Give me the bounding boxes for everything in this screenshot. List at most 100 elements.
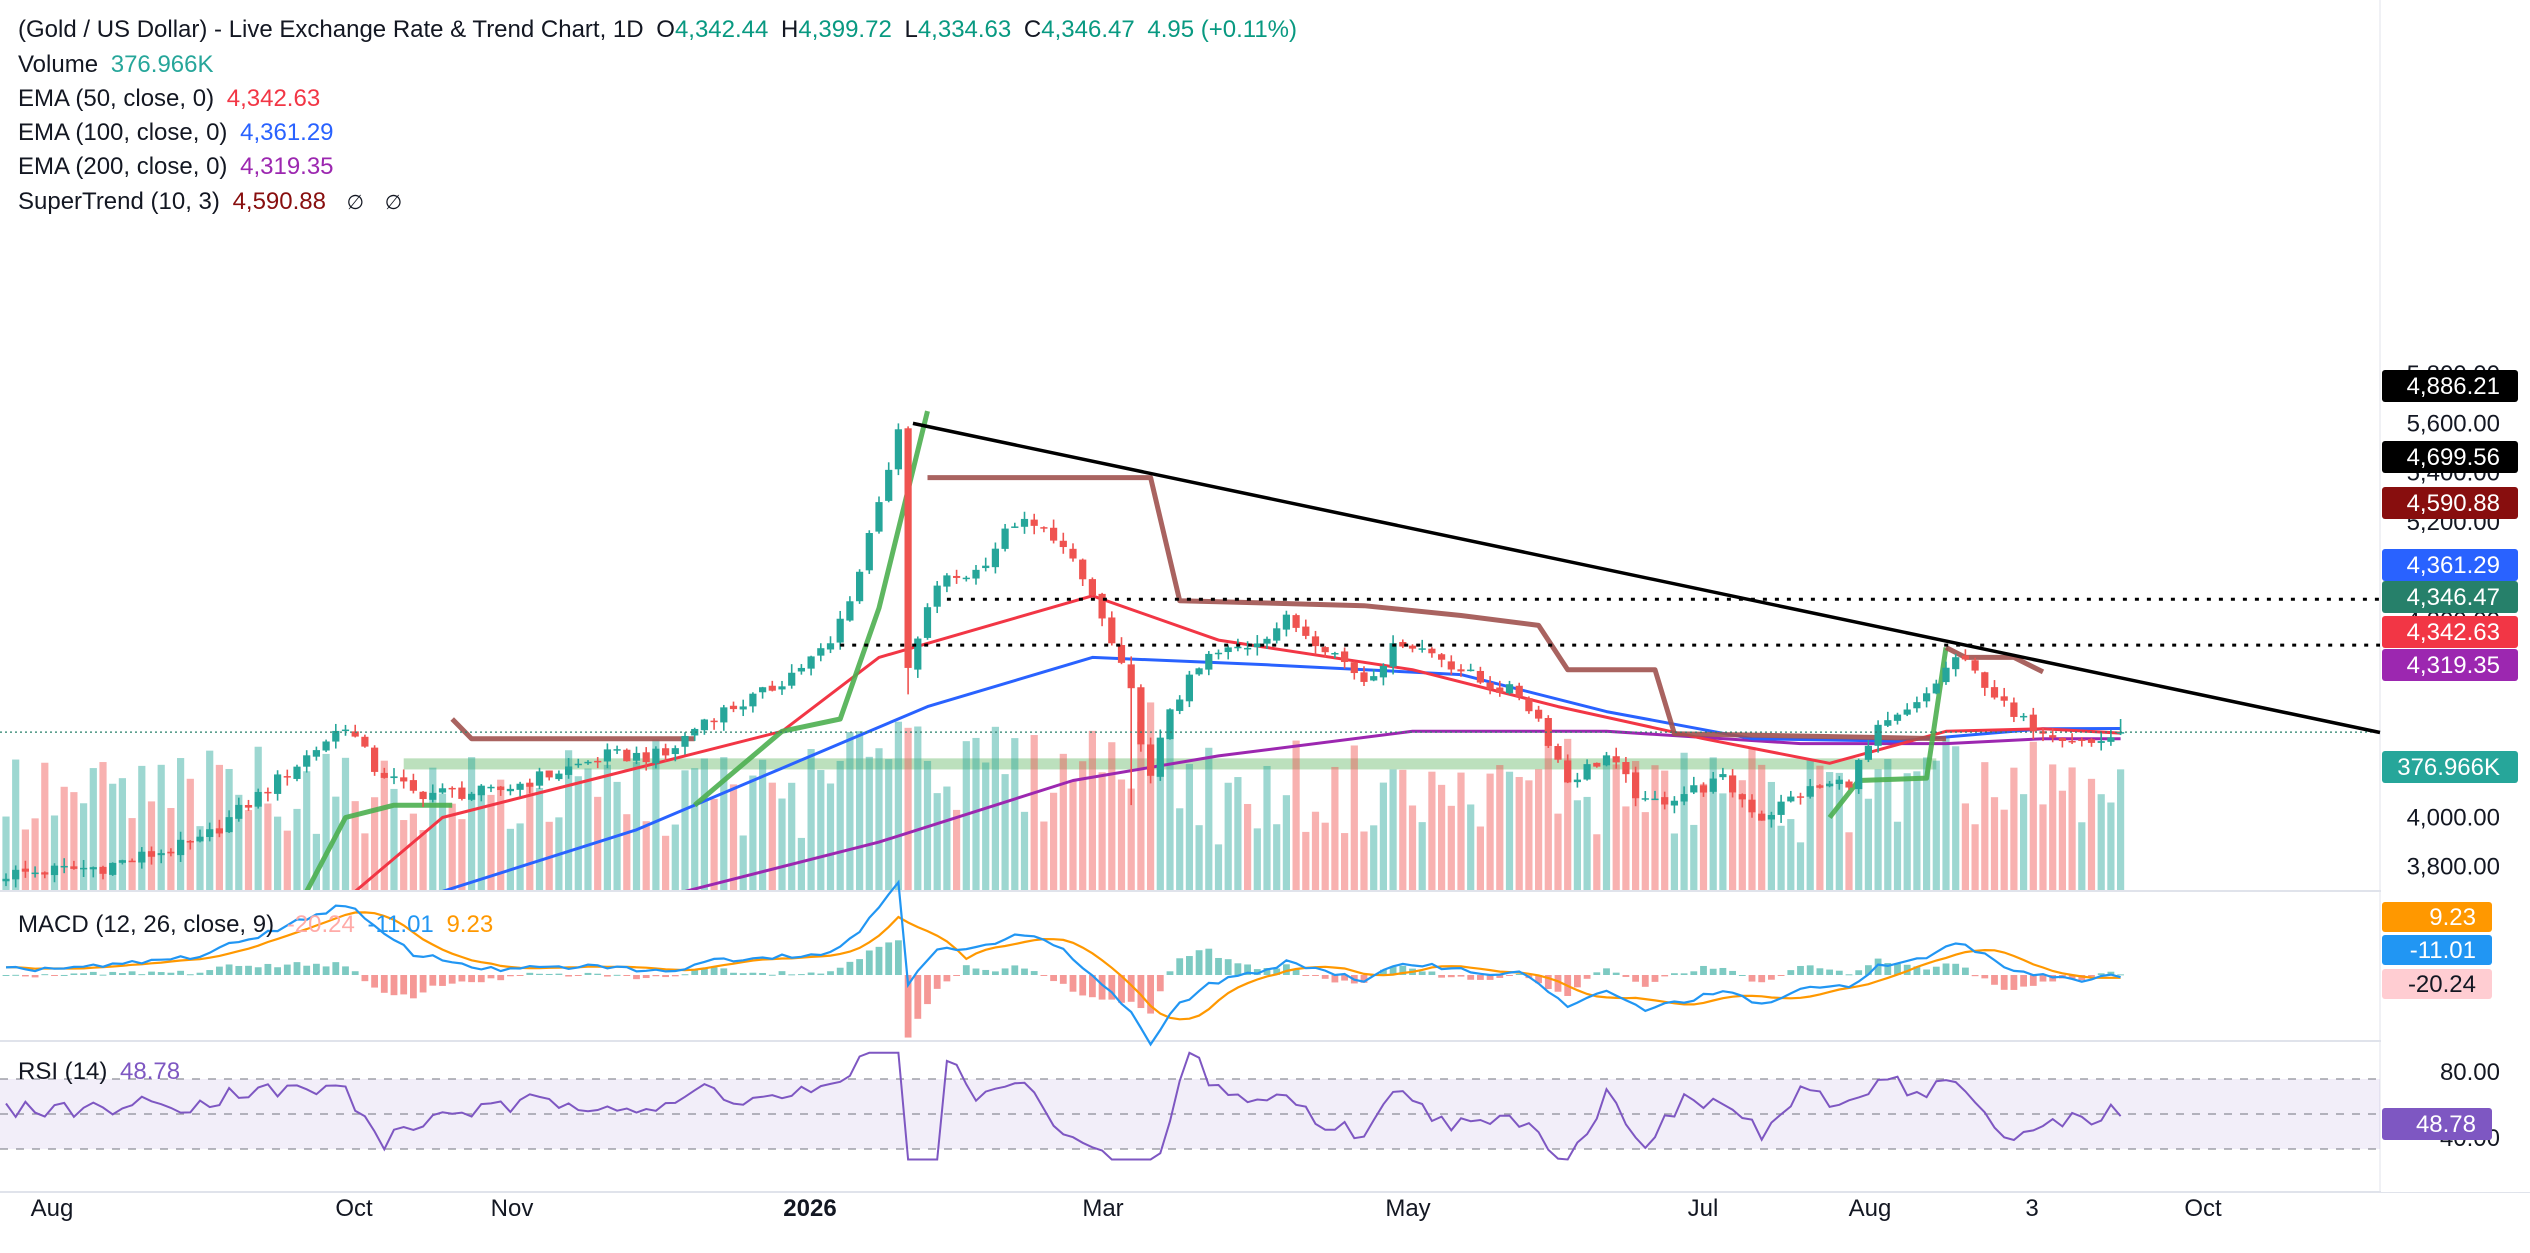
macd-legend[interactable]: MACD (12, 26, close, 9) -20.24 -11.01 9.… bbox=[18, 911, 499, 939]
descending-trendline[interactable] bbox=[912, 421, 2381, 735]
price-tag[interactable]: 376.966K bbox=[2382, 751, 2518, 783]
supertrend-bear-segment bbox=[1944, 645, 2045, 675]
candle-body bbox=[380, 772, 388, 778]
macd-histogram-bar bbox=[846, 961, 854, 975]
macd-histogram-bar bbox=[1554, 975, 1562, 992]
ema200-legend[interactable]: EMA (200, close, 0) 4,319.35 bbox=[18, 153, 340, 181]
ema100-legend[interactable]: EMA (100, close, 0) 4,361.29 bbox=[18, 119, 340, 147]
eye-off-icon[interactable]: ∅ bbox=[346, 192, 365, 214]
volume-bar bbox=[885, 759, 893, 890]
candle-body bbox=[1913, 702, 1921, 709]
candle-body bbox=[283, 776, 291, 778]
candle-body bbox=[2078, 739, 2086, 741]
low-value: 4,334.63 bbox=[917, 16, 1012, 43]
candle-body bbox=[50, 865, 59, 876]
macd-histogram-bar bbox=[1059, 975, 1067, 984]
macd-histogram-bar bbox=[109, 971, 117, 975]
macd-tag[interactable]: -11.01 bbox=[2382, 935, 2492, 965]
macd-histogram-bar bbox=[1118, 975, 1125, 1003]
macd-histogram-bar bbox=[1389, 966, 1397, 975]
candle-body bbox=[962, 577, 970, 580]
candle-body bbox=[1011, 526, 1019, 528]
ema50-legend[interactable]: EMA (50, close, 0) 4,342.63 bbox=[18, 85, 326, 113]
macd-tag[interactable]: 9.23 bbox=[2382, 902, 2492, 932]
price-tag[interactable]: 4,361.29 bbox=[2382, 549, 2518, 581]
symbol-title[interactable]: (Gold / US Dollar) - Live Exchange Rate … bbox=[18, 16, 644, 43]
macd-histogram-bar bbox=[662, 975, 669, 978]
candle-body bbox=[147, 851, 156, 857]
candle-body bbox=[1777, 801, 1785, 815]
candle-body bbox=[80, 867, 88, 870]
macd-histogram-bar bbox=[604, 975, 611, 977]
trendline[interactable] bbox=[912, 421, 2381, 735]
candle-body bbox=[1244, 647, 1252, 650]
volume-bar bbox=[293, 808, 301, 890]
rsi-legend[interactable]: RSI (14) 48.78 bbox=[18, 1058, 186, 1086]
candle-body bbox=[1399, 642, 1407, 647]
macd-tag-bg bbox=[2382, 935, 2492, 965]
price-tag[interactable]: 4,319.35 bbox=[2382, 649, 2518, 681]
candle-body bbox=[448, 787, 456, 790]
candle-body bbox=[21, 868, 29, 872]
macd-histogram-bar bbox=[487, 975, 495, 979]
price-tag[interactable]: 4,699.56 bbox=[2382, 441, 2518, 473]
volume-bar bbox=[264, 803, 272, 890]
volume-bar bbox=[312, 833, 320, 890]
rsi-tag[interactable]: 48.78 bbox=[2382, 1108, 2492, 1140]
ema50-label: EMA (50, close, 0) bbox=[18, 85, 215, 112]
macd-histogram-bar bbox=[1835, 970, 1843, 975]
volume-bar bbox=[506, 828, 514, 890]
candle-body bbox=[1350, 662, 1358, 674]
candle-body bbox=[1767, 815, 1775, 820]
volume-legend[interactable]: Volume 376.966K bbox=[18, 51, 220, 79]
volume-bar bbox=[1166, 714, 1174, 890]
time-axis[interactable]: Aug Oct Nov 2026 Mar May Jul Aug 3 Oct bbox=[31, 1195, 2222, 1222]
candle-body bbox=[1855, 759, 1863, 790]
rsi-tag-label: 48.78 bbox=[2416, 1111, 2476, 1138]
volume-bar bbox=[1942, 737, 1950, 890]
candle-body bbox=[371, 747, 379, 772]
volume-bar bbox=[1156, 762, 1164, 890]
macd-histogram-bar bbox=[1661, 975, 1669, 977]
candle-body bbox=[1874, 724, 1882, 746]
price-tag[interactable]: 4,886.21 bbox=[2382, 370, 2518, 402]
price-tag[interactable]: 4,342.63 bbox=[2382, 616, 2518, 648]
volume-bar bbox=[448, 803, 456, 890]
price-tag-label: 4,361.29 bbox=[2407, 552, 2500, 579]
eye-off-icon[interactable]: ∅ bbox=[384, 192, 403, 214]
macd-histogram-bar bbox=[1826, 969, 1833, 975]
macd-histogram-bar bbox=[1098, 975, 1106, 1000]
volume-bar bbox=[1399, 769, 1407, 890]
volume-bar bbox=[409, 813, 417, 890]
candle-body bbox=[1942, 667, 1950, 683]
candle-body bbox=[1341, 651, 1349, 663]
candle-body bbox=[1253, 643, 1261, 648]
time-label: Jul bbox=[1688, 1195, 1719, 1222]
supertrend-legend[interactable]: SuperTrend (10, 3) 4,590.88 ∅ ∅ bbox=[18, 188, 408, 216]
price-axis[interactable]: 5,800.005,600.005,400.005,200.005,000.00… bbox=[2381, 0, 2530, 1192]
volume-bar bbox=[749, 775, 757, 890]
macd-histogram-bar bbox=[1903, 964, 1911, 975]
volume-bar bbox=[642, 821, 650, 890]
candle-body bbox=[1709, 778, 1717, 792]
macd-tag[interactable]: -20.24 bbox=[2382, 969, 2492, 999]
volume-bar bbox=[1476, 826, 1484, 890]
price-tag[interactable]: 4,590.88 bbox=[2382, 487, 2518, 519]
volume-bar bbox=[1932, 760, 1940, 890]
macd-histogram-bar bbox=[1748, 975, 1756, 982]
macd-histogram-bar bbox=[895, 940, 902, 975]
macd-tag-bg bbox=[2382, 902, 2492, 932]
candle-body bbox=[1729, 775, 1737, 793]
horizontal-levels[interactable] bbox=[0, 597, 2380, 733]
candle-body bbox=[1273, 628, 1281, 641]
volume-bar bbox=[1564, 738, 1572, 890]
macd-histogram-bar bbox=[390, 975, 398, 996]
candle-body bbox=[1990, 687, 1999, 698]
macd-histogram-bar bbox=[1913, 966, 1921, 975]
price-tag[interactable]: 4,346.47 bbox=[2382, 581, 2518, 613]
candle-body bbox=[177, 839, 185, 856]
macd-histogram-bar bbox=[1486, 975, 1494, 980]
volume-bar bbox=[1622, 806, 1630, 890]
time-label: Oct bbox=[2184, 1195, 2222, 1222]
